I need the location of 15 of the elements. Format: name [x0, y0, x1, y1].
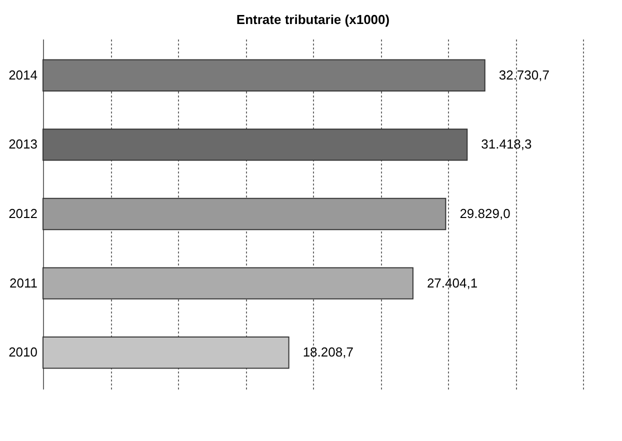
y-tick-label: 2010 [8, 344, 38, 360]
y-tick-label: 2014 [8, 67, 38, 82]
data-label: 31.418,3 [481, 136, 532, 152]
data-label: 27.404,1 [426, 275, 478, 290]
bar [42, 198, 446, 230]
bar [42, 267, 414, 300]
y-tick-label: 2013 [8, 136, 38, 152]
y-tick-label: 2012 [8, 206, 38, 221]
bar [42, 59, 486, 92]
data-label: 18.208,7 [302, 344, 354, 360]
data-label: 32.730,7 [498, 67, 550, 82]
chart-title: Entrate tributarie (x1000) [236, 12, 390, 27]
data-label: 29.829,0 [460, 206, 510, 221]
y-tick-label: 2011 [10, 275, 38, 290]
bar [42, 336, 290, 369]
